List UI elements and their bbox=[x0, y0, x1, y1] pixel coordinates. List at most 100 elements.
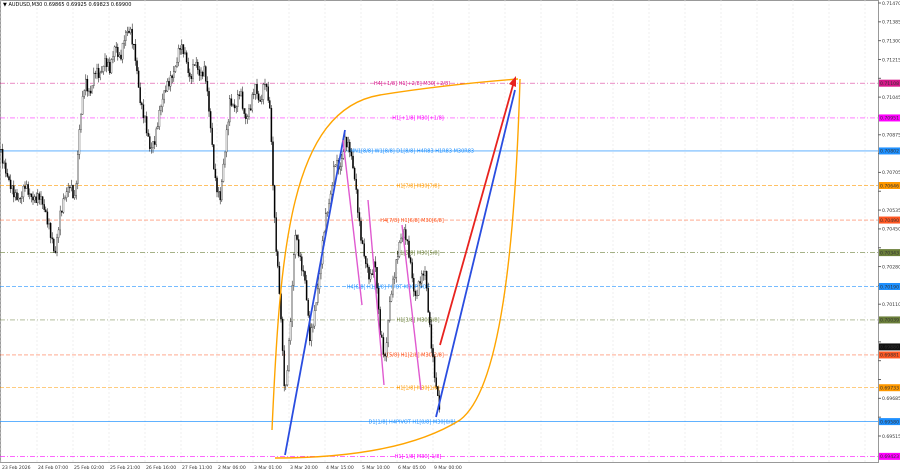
candles bbox=[0, 23, 441, 413]
candle-body bbox=[230, 98, 233, 106]
x-tick-label: 9 Mar 00:00 bbox=[434, 465, 462, 471]
price-tag bbox=[879, 351, 900, 359]
candle-body bbox=[246, 116, 249, 119]
price-tag bbox=[879, 216, 900, 224]
candle-body bbox=[134, 44, 137, 61]
candle-body bbox=[326, 212, 329, 214]
candle-body bbox=[256, 84, 258, 94]
candle-body bbox=[301, 256, 303, 271]
candle-body bbox=[411, 262, 413, 279]
candle-body bbox=[113, 46, 116, 57]
candle-body bbox=[427, 288, 429, 313]
candle-body bbox=[133, 44, 135, 46]
candle-body bbox=[392, 278, 394, 295]
candle-body bbox=[243, 108, 245, 114]
candle-body bbox=[155, 128, 157, 145]
candle-body bbox=[126, 30, 129, 33]
candle-body bbox=[173, 71, 175, 78]
candle-body bbox=[64, 197, 66, 199]
candle-body bbox=[429, 312, 431, 325]
candle-body bbox=[59, 210, 61, 231]
candle-body bbox=[269, 100, 271, 109]
candle-body bbox=[112, 56, 114, 60]
price-tag-label: 0.70190 bbox=[880, 284, 899, 290]
murrey-level-label: H4[5/8] H1[2/8] M30[2/8] bbox=[380, 353, 444, 359]
candle-body bbox=[304, 271, 306, 281]
candle-body bbox=[54, 250, 57, 253]
candle-body bbox=[286, 370, 289, 386]
candle-body bbox=[171, 75, 173, 78]
candle-body bbox=[350, 151, 353, 157]
candle-body bbox=[297, 239, 300, 256]
candle-body bbox=[45, 209, 47, 213]
candle-body bbox=[179, 48, 181, 50]
candle-body bbox=[99, 72, 101, 78]
candle-body bbox=[141, 102, 143, 105]
ohlc-values: 0.69865 0.69925 0.69823 0.69900 bbox=[43, 2, 132, 8]
y-tick-label: 0.71470 bbox=[882, 1, 900, 7]
candle-body bbox=[200, 71, 202, 76]
candle-body bbox=[264, 84, 266, 86]
candle-body bbox=[365, 256, 367, 264]
candle-body bbox=[240, 91, 242, 96]
candle-body bbox=[139, 87, 141, 104]
candle-body bbox=[381, 334, 383, 338]
candle-body bbox=[14, 192, 17, 198]
candle-body bbox=[347, 141, 349, 148]
candle-body bbox=[24, 185, 26, 189]
symbol-header: ▼ AUDUSD,M30 0.69865 0.69925 0.69823 0.6… bbox=[3, 2, 132, 8]
candle-body bbox=[30, 193, 33, 197]
candle-body bbox=[382, 337, 385, 355]
candle-body bbox=[69, 187, 71, 189]
candle-body bbox=[75, 183, 77, 196]
candle-body bbox=[33, 196, 36, 201]
murrey-level-label: H1[-1/8] M30[-1/8] bbox=[395, 454, 442, 460]
y-tick-label: 0.70280 bbox=[882, 264, 900, 270]
price-tag bbox=[879, 181, 900, 189]
candle-body bbox=[62, 198, 65, 213]
candle-body bbox=[205, 66, 207, 82]
price-tag-label: 0.70490 bbox=[880, 218, 899, 224]
candle-body bbox=[192, 64, 194, 79]
candle-body bbox=[101, 71, 103, 74]
price-tag-label: 0.69881 bbox=[880, 353, 899, 359]
candle-body bbox=[61, 210, 63, 213]
candle-body bbox=[299, 255, 301, 257]
candle-body bbox=[166, 81, 169, 92]
murrey-level-label: H4[6/8] H1[4/8] PIVOT M30PIVOT bbox=[347, 284, 431, 290]
candle-body bbox=[201, 71, 204, 77]
candle-body bbox=[253, 94, 255, 96]
candle-body bbox=[16, 192, 18, 200]
candle-body bbox=[94, 72, 97, 74]
candle-body bbox=[213, 144, 215, 170]
candle-body bbox=[214, 168, 217, 179]
price-tag bbox=[879, 452, 900, 460]
current-price-label: 0.69880 bbox=[880, 345, 899, 351]
murrey-level-label: H1[3/8] M30[3/8] bbox=[396, 318, 439, 324]
x-tick-label: 27 Feb 11:00 bbox=[182, 465, 212, 471]
candle-body bbox=[336, 160, 338, 166]
murrey-level-label: H1[1/8] M30[1/8] bbox=[396, 386, 439, 392]
price-tag bbox=[879, 282, 900, 290]
candle-body bbox=[432, 348, 434, 357]
candle-body bbox=[273, 185, 276, 218]
candle-body bbox=[89, 90, 92, 94]
candle-body bbox=[29, 193, 31, 195]
candle-body bbox=[176, 62, 178, 67]
candle-body bbox=[424, 271, 426, 276]
candle-body bbox=[165, 90, 167, 92]
candle-body bbox=[229, 98, 231, 123]
forecast-line-blue bbox=[435, 89, 516, 418]
candle-body bbox=[184, 52, 186, 55]
trendline-magenta bbox=[401, 224, 422, 391]
candle-body bbox=[48, 223, 50, 225]
candle-body bbox=[281, 318, 284, 351]
candle-body bbox=[38, 193, 41, 200]
candle-body bbox=[177, 48, 180, 63]
candle-body bbox=[131, 28, 133, 45]
price-tag bbox=[879, 418, 900, 426]
candle-body bbox=[421, 273, 423, 284]
candle-body bbox=[369, 273, 372, 280]
candle-body bbox=[305, 280, 308, 301]
